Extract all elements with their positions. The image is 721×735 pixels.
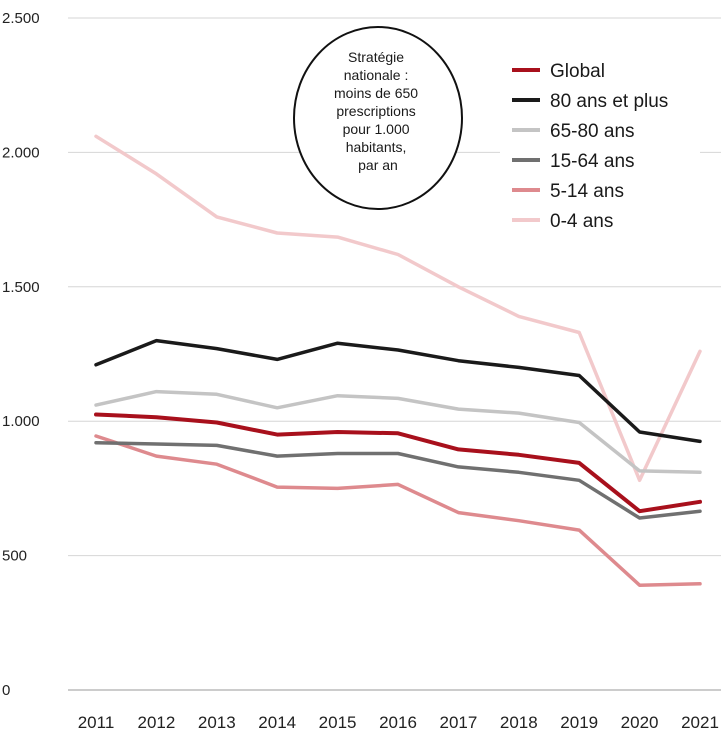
x-axis: 2011 2012 2013 2014 2015 2016 2017 2018 2019 2020… bbox=[78, 713, 719, 732]
y-tick-label: 500 bbox=[2, 548, 27, 565]
x-tick-label: 2019 bbox=[560, 713, 598, 732]
x-tick-label: 2012 bbox=[137, 713, 175, 732]
x-tick-label: 2017 bbox=[439, 713, 477, 732]
x-tick-label: 2011 bbox=[78, 713, 115, 732]
series-line-65-80-ans bbox=[94, 389, 702, 475]
y-tick-label: 2.000 bbox=[2, 144, 40, 161]
legend-background bbox=[500, 50, 700, 240]
x-tick-label: 2021 bbox=[681, 713, 719, 732]
strategy-annotation: Stratégie nationale : moins de 650 presc… bbox=[293, 26, 463, 210]
legend: Global 80 ans et plus 65-80 ans 15-64 ans 5-… bbox=[500, 50, 700, 240]
series-line-global bbox=[94, 412, 702, 514]
legend-label: Global bbox=[550, 61, 605, 82]
y-axis: 0 500 1.000 1.500 2.000 2.500 bbox=[2, 10, 40, 699]
legend-label: 80 ans et plus bbox=[550, 91, 668, 112]
x-tick-label: 2014 bbox=[258, 713, 296, 732]
annotation-circle bbox=[293, 26, 463, 210]
series-line-0-4-ans bbox=[94, 134, 702, 483]
x-tick-label: 2020 bbox=[621, 713, 659, 732]
y-tick-label: 1.500 bbox=[2, 279, 40, 296]
annotation-line: moins de 650 bbox=[334, 85, 418, 101]
annotation-line: Stratégie bbox=[348, 49, 404, 65]
y-tick-label: 1.000 bbox=[2, 413, 40, 430]
annotation-line: prescriptions bbox=[336, 103, 415, 119]
legend-label: 5-14 ans bbox=[550, 181, 624, 202]
x-tick-label: 2018 bbox=[500, 713, 538, 732]
annotation-line: nationale : bbox=[344, 67, 409, 83]
annotation-line: pour 1.000 bbox=[343, 121, 410, 137]
legend-label: 0-4 ans bbox=[550, 211, 613, 232]
annotation-line: habitants, bbox=[346, 139, 407, 155]
svg-text:Stratégie nationale :: Stratégie nationale : moins de 650 presc… bbox=[334, 49, 422, 173]
series-line-80-ans-et-plus bbox=[94, 338, 702, 444]
series-line-15-64-ans bbox=[94, 440, 702, 520]
legend-label: 65-80 ans bbox=[550, 121, 635, 142]
series-lines bbox=[94, 134, 702, 587]
annotation-line: par an bbox=[358, 157, 398, 173]
series-line-5-14-ans bbox=[94, 434, 702, 587]
y-tick-label: 2.500 bbox=[2, 10, 40, 27]
y-tick-label: 0 bbox=[2, 682, 10, 699]
x-tick-label: 2016 bbox=[379, 713, 417, 732]
x-tick-label: 2013 bbox=[198, 713, 236, 732]
x-tick-label: 2015 bbox=[319, 713, 357, 732]
legend-label: 15-64 ans bbox=[550, 151, 635, 172]
